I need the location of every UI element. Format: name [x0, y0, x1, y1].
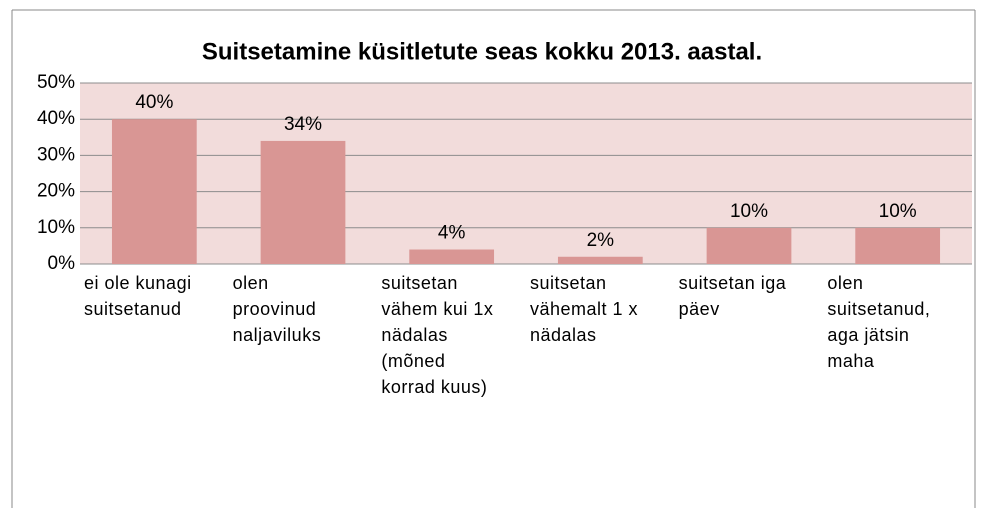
x-tick-label: suitsetan vähem kui 1x nädalas (mõned ko… [381, 273, 494, 397]
value-label: 4% [438, 223, 466, 244]
y-tick-label: 20% [37, 181, 75, 202]
value-label: 40% [135, 92, 173, 113]
x-tick-label: olen proovinud naljaviluks [232, 273, 322, 345]
value-label: 2% [587, 230, 615, 251]
x-tick-label: ei ole kunagi suitsetanud [84, 273, 192, 319]
bar [557, 256, 643, 264]
y-tick-label: 50% [37, 72, 75, 93]
bar [260, 140, 346, 264]
x-tick-label: suitsetan iga päev [678, 273, 787, 319]
y-tick-label: 40% [37, 108, 75, 129]
y-tick-label: 0% [48, 253, 76, 274]
value-label: 10% [879, 201, 917, 222]
value-label: 34% [284, 114, 322, 135]
value-label: 10% [730, 201, 768, 222]
bar [111, 119, 197, 264]
x-tick-label: olen suitsetanud, aga jätsin maha [827, 273, 931, 371]
bar [409, 249, 495, 264]
bar [855, 227, 941, 264]
chart-title: Suitsetamine küsitletute seas kokku 2013… [202, 38, 762, 65]
bar [706, 227, 792, 264]
x-tick-label: suitsetan vähemalt 1 x nädalas [530, 273, 639, 345]
plot-area [80, 83, 972, 264]
y-tick-label: 10% [37, 217, 75, 238]
y-tick-label: 30% [37, 144, 75, 165]
